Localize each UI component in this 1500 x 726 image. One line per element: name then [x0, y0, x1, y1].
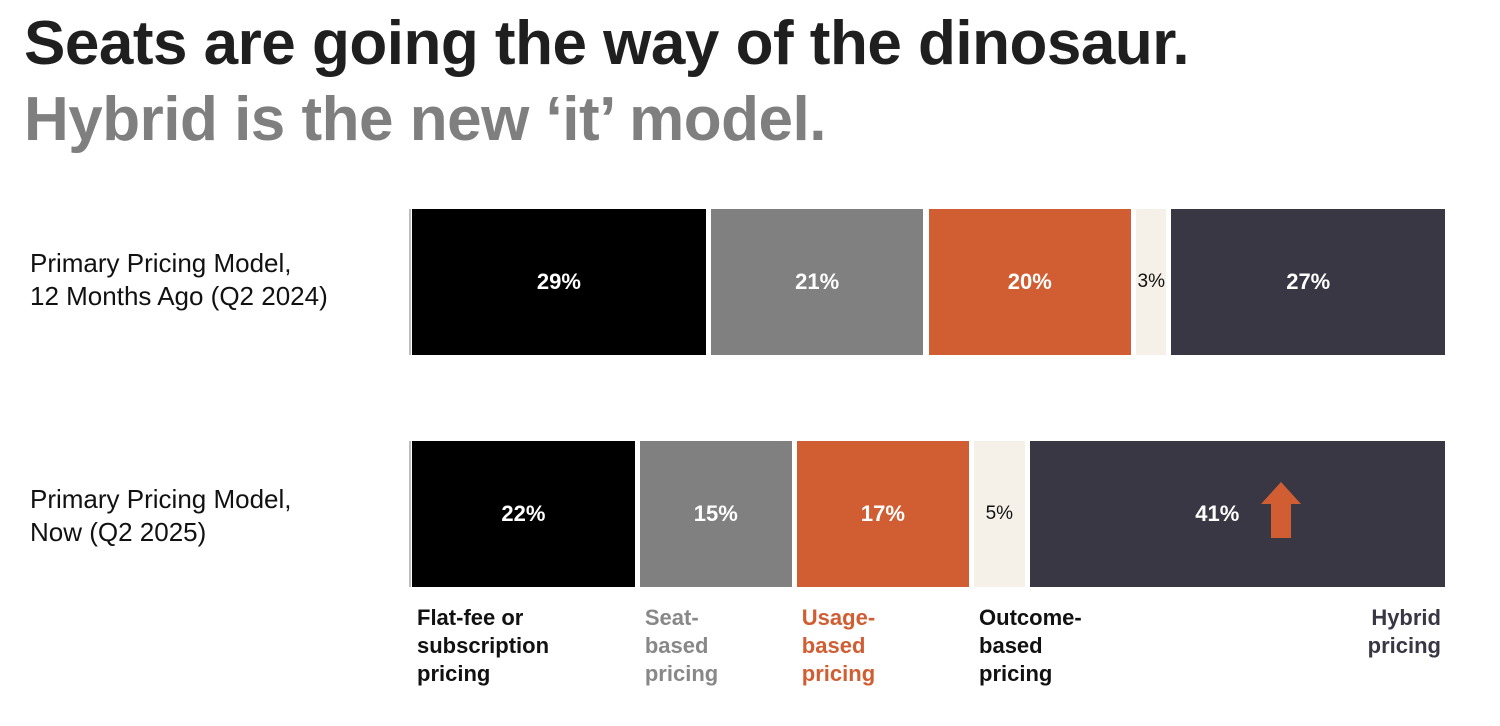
bar-segment-outcome-based: 3% [1136, 209, 1167, 355]
row-label-line: Primary Pricing Model, [30, 484, 292, 514]
legend-item-usage-based: Usage-based pricing [802, 604, 875, 688]
legend-item-seat-based: Seat-based pricing [645, 604, 718, 688]
legend-line: pricing [801, 661, 876, 686]
bar-segment-flat-fee: 22% [412, 441, 635, 587]
data-label: 27% [1286, 269, 1331, 294]
row-label-line: Now (Q2 2025) [30, 517, 207, 547]
bar-segment-hybrid: 27% [1171, 209, 1445, 355]
legend-line: pricing [1367, 633, 1441, 658]
bar-baseline [409, 209, 411, 355]
bar-segment-flat-fee: 29% [412, 209, 706, 355]
data-label: 17% [860, 501, 905, 526]
chart-subtitle: Hybrid is the new ‘it’ model. [24, 85, 826, 154]
legend-line: based [979, 633, 1043, 658]
bar-segment-hybrid: 41% [1029, 441, 1445, 587]
legend-line: subscription [417, 633, 550, 658]
legend-line: Outcome- [979, 605, 1082, 630]
data-label: 22% [501, 501, 546, 526]
legend-item-flat-fee: Flat-fee or subscription pricing [417, 604, 549, 688]
row-label-line: 12 Months Ago (Q2 2024) [30, 281, 328, 311]
data-label: 21% [795, 269, 840, 294]
legend-item-hybrid: Hybrid pricing [1368, 604, 1441, 660]
bar-segment-usage-based: 20% [928, 209, 1132, 355]
legend-line: Flat-fee or [417, 605, 524, 630]
bar-segment-usage-based: 17% [796, 441, 969, 587]
row-label-0: Primary Pricing Model, 12 Months Ago (Q2 … [30, 247, 328, 313]
legend-line: pricing [644, 661, 719, 686]
data-label: 20% [1007, 269, 1052, 294]
data-label: 3% [1137, 271, 1166, 292]
row-label-1: Primary Pricing Model, Now (Q2 2025) [30, 483, 292, 549]
legend-item-outcome-based: Outcome-based pricing [979, 604, 1082, 688]
legend-line: based [801, 633, 866, 658]
row-label-line: Primary Pricing Model, [30, 248, 292, 278]
bar-segment-seat-based: 21% [710, 209, 924, 355]
legend-line: based [644, 633, 709, 658]
data-label: 41% [1195, 501, 1240, 526]
chart-title: Seats are going the way of the dinosaur. [24, 9, 1190, 78]
legend-line: Hybrid [1371, 605, 1441, 630]
data-label: 15% [693, 501, 738, 526]
bar-segment-outcome-based: 5% [974, 441, 1025, 587]
legend-line: pricing [979, 661, 1053, 686]
data-label: 29% [536, 269, 581, 294]
data-label: 5% [985, 503, 1014, 524]
legend-line: Seat- [644, 605, 699, 630]
up-arrow-icon [1261, 482, 1302, 538]
legend-line: pricing [417, 661, 491, 686]
bar-baseline [409, 441, 411, 587]
bar-segment-seat-based: 15% [639, 441, 792, 587]
legend-line: Usage- [801, 605, 876, 630]
